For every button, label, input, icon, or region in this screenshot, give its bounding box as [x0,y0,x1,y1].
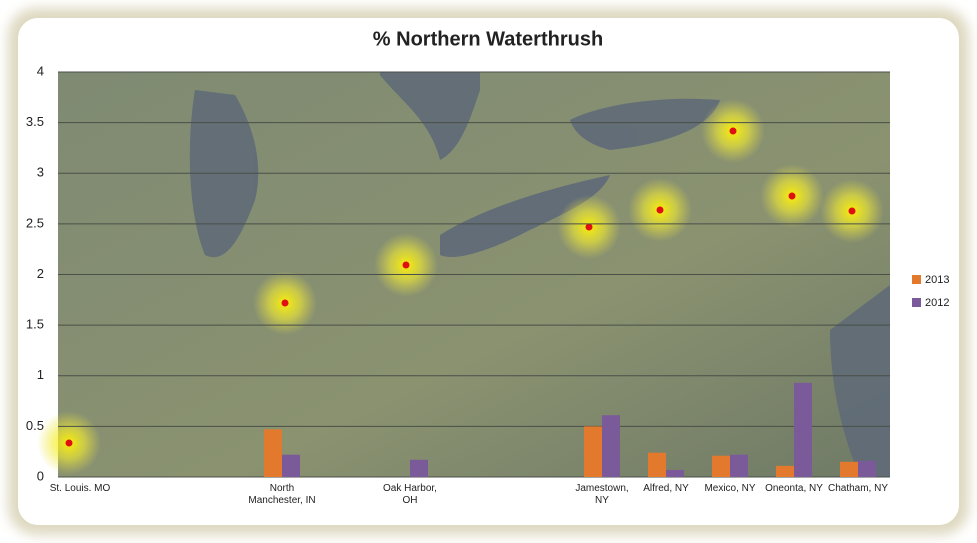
y-tick-label: 3 [37,165,44,180]
map-markers [37,99,884,475]
y-tick-label: 2 [37,266,44,281]
bar [794,382,812,477]
marker-dot [585,223,593,231]
marker-dot [65,439,73,447]
bar [648,452,666,477]
legend-label: 2013 [925,274,949,286]
y-tick-label: 3.5 [26,114,44,129]
bar [264,429,282,477]
x-tick-label: Jamestown, NY [575,483,629,506]
y-tick-label: 0 [37,468,44,483]
legend-swatch [912,275,921,284]
x-tick-label: North Manchester, IN [248,483,316,506]
bar [858,460,876,477]
x-tick-label: Oak Harbor, OH [383,483,437,506]
marker-dot [848,207,856,215]
x-tick-label: Oneonta, NY [765,483,823,494]
marker-dot [656,206,664,214]
x-tick-label: Chatham, NY [827,483,889,494]
x-tick-label: St. Louis. MO [49,483,111,494]
x-tick-label: Alfred, NY [643,483,689,494]
bar [776,465,794,477]
bar [602,415,620,477]
bar [282,454,300,477]
marker-dot [788,192,796,200]
y-tick-label: 2.5 [26,215,44,230]
marker-dot [729,127,737,135]
bar [840,461,858,477]
marker-dot [281,299,289,307]
x-tick-label: Mexico, NY [704,483,756,494]
legend-swatch [912,298,921,307]
marker-dot [402,261,410,269]
bar [584,426,602,477]
bar [666,469,684,477]
y-tick-label: 0.5 [26,418,44,433]
legend-label: 2012 [925,297,949,309]
y-tick-label: 1 [37,367,44,382]
bar [730,454,748,477]
bar [410,459,428,477]
y-tick-label: 4 [37,63,44,78]
chart-title: % Northern Waterthrush [373,28,603,50]
y-tick-label: 1.5 [26,317,44,332]
bar [712,455,730,477]
